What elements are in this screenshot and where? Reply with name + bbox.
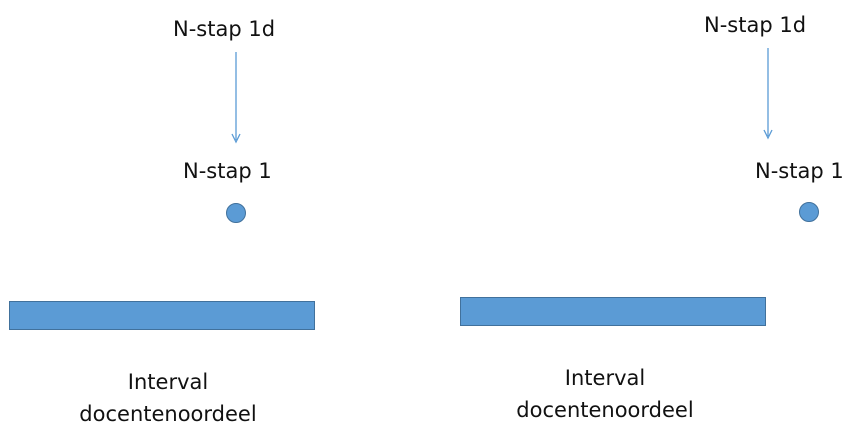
diagram-panel-right: N-stap 1d N-stap 1 Interval docentenoord… [430, 0, 865, 426]
down-arrow [231, 52, 241, 144]
down-arrow [763, 48, 773, 140]
caption-line-1: Interval [127, 370, 209, 394]
caption-line-1: Interval [564, 366, 646, 390]
point-marker [799, 202, 819, 222]
diagram-panel-left: N-stap 1d N-stap 1 Interval docentenoord… [0, 0, 430, 426]
interval-caption: Interval docentenoordeel [515, 362, 695, 426]
point-marker [226, 203, 246, 223]
point-label: N-stap 1 [755, 159, 844, 183]
interval-bar [9, 301, 315, 330]
top-label: N-stap 1d [704, 13, 807, 37]
interval-bar [460, 297, 766, 326]
top-label: N-stap 1d [173, 17, 276, 41]
point-label: N-stap 1 [183, 159, 272, 183]
interval-caption: Interval docentenoordeel [78, 366, 258, 430]
caption-line-2: docentenoordeel [516, 398, 694, 422]
caption-line-2: docentenoordeel [79, 402, 257, 426]
